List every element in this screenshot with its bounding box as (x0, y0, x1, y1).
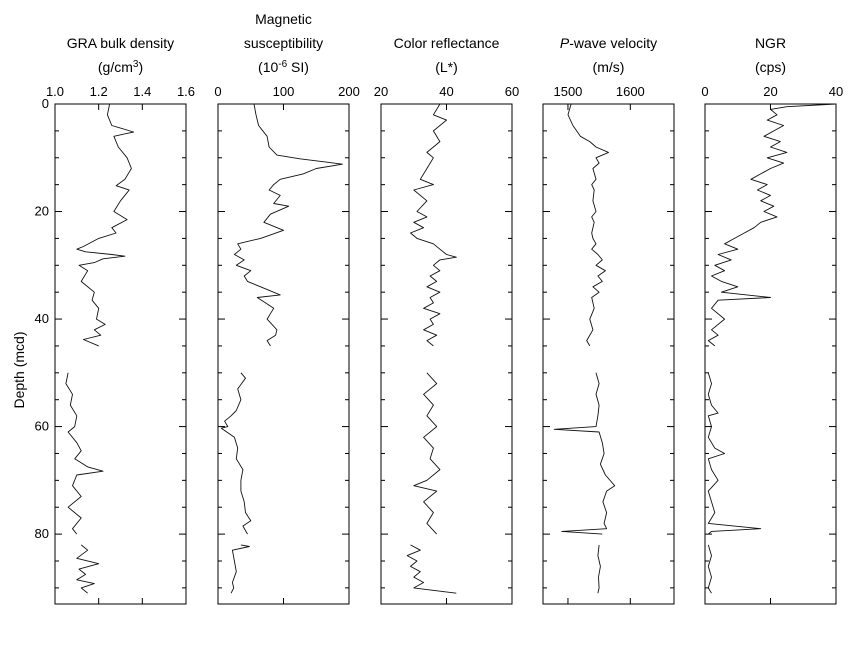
series-line-1 (76, 103, 135, 347)
title-italic-p: P (560, 35, 570, 51)
panel-frame (217, 103, 350, 605)
unit-tail: ) (138, 59, 143, 75)
x-tick-label: 20 (763, 84, 777, 99)
x-tick-label: 100 (273, 84, 295, 99)
x-tick-label: 1.6 (177, 84, 195, 99)
series-line-3 (406, 544, 457, 594)
panel-4: P-wave velocity (m/s) 1500 1600 (542, 35, 675, 605)
series-line-1 (567, 103, 609, 347)
y-tick-label: 40 (35, 311, 49, 326)
panel-title: Magnetic (255, 11, 312, 27)
series-line-3 (230, 544, 250, 594)
panel-3: Color reflectance (L*) 20 40 60 (374, 35, 519, 605)
panels: GRA bulk density (g/cm3) 1.0 1.2 1.4 1.6 0 20 40… (35, 11, 843, 605)
panel-unit: (cps) (755, 59, 786, 75)
panel-title-line2: susceptibility (244, 35, 323, 51)
x-tick-label: 1.4 (133, 84, 151, 99)
panel-title: P-wave velocity (560, 35, 657, 51)
x-tick-label: 1.2 (90, 84, 108, 99)
panel-frame (542, 103, 675, 605)
series-line-3 (597, 544, 601, 594)
unit-tail: SI) (287, 59, 309, 75)
x-tick-label: 40 (439, 84, 453, 99)
series-line-2 (553, 372, 616, 535)
y-tick-label: 0 (42, 96, 49, 111)
panel-unit: (L*) (435, 59, 458, 75)
panel-5: NGR (cps) 0 20 40 (701, 35, 843, 605)
series-line-1 (707, 103, 837, 347)
y-tick-label: 20 (35, 204, 49, 219)
series-line-3 (76, 544, 100, 594)
y-tick-label: 80 (35, 526, 49, 541)
series-line-1 (233, 103, 343, 347)
panel-2: Magnetic susceptibility (10-6 SI) 0 100 200 (214, 11, 360, 605)
panel-unit: (g/cm3) (98, 59, 143, 76)
title-rest: -wave velocity (569, 35, 657, 51)
series-line-1 (410, 103, 457, 347)
panel-frame (54, 103, 187, 605)
panel-frame (380, 103, 513, 605)
series-line-3 (707, 544, 712, 594)
x-tick-label: 1600 (616, 84, 645, 99)
y-axis-label: Depth (mcd) (11, 331, 27, 408)
x-tick-label: 1500 (553, 84, 582, 99)
panel-title: GRA bulk density (67, 35, 174, 51)
panel-1: GRA bulk density (g/cm3) 1.0 1.2 1.4 1.6 0 20 40… (35, 35, 195, 605)
x-tick-label: 60 (505, 84, 519, 99)
y-tick-label: 60 (35, 419, 49, 434)
x-tick-label: 1.0 (46, 84, 64, 99)
x-tick-label: 0 (214, 84, 221, 99)
x-tick-label: 200 (338, 84, 360, 99)
unit-superscript: -6 (278, 59, 287, 70)
panel-unit: (10-6 SI) (258, 59, 309, 76)
series-line-2 (413, 372, 441, 535)
x-tick-label: 0 (701, 84, 708, 99)
unit-superscript: 3 (133, 59, 139, 70)
panel-title: NGR (755, 35, 786, 51)
panel-unit: (m/s) (593, 59, 625, 75)
panel-title: Color reflectance (394, 35, 500, 51)
panel-frame (704, 103, 837, 605)
series-line-2 (65, 372, 104, 535)
x-tick-label: 40 (829, 84, 843, 99)
series-line-2 (220, 372, 252, 535)
x-tick-label: 20 (374, 84, 388, 99)
series-line-2 (707, 372, 762, 535)
